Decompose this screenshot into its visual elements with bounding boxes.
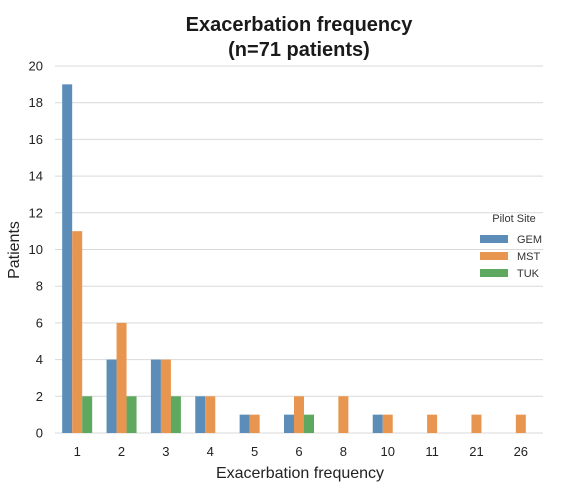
bar-mst: MST 4: 2 [205,396,216,433]
y-tick-label: 12 [29,205,43,220]
legend-swatch-mst [480,252,508,260]
x-tick-label: 2 [118,444,125,459]
bar-mst: MST 11: 1 [427,414,438,433]
y-tick-label: 10 [29,242,43,257]
bar-mst: MST 1: 11 [72,231,83,433]
bar-gem: GEM 2: 4 [106,359,117,433]
bar-tuk: TUK 3: 2 [170,396,181,433]
bar-tuk: TUK 2: 2 [126,396,137,433]
bar-mst: MST 26: 1 [515,414,526,433]
bar-gem: GEM 1: 19 [62,84,73,433]
y-axis-ticks: 0 2 4 6 8 10 12 14 16 18 20 [29,59,43,441]
x-tick-label: 26 [514,444,528,459]
y-tick-label: 6 [36,315,43,330]
x-tick-label: 5 [251,444,258,459]
bar-mst: MST 21: 1 [471,414,482,433]
y-tick-label: 2 [36,389,43,404]
x-axis-label: Exacerbation frequency [216,465,384,482]
legend-swatch-tuk [480,269,508,277]
y-tick-label: 18 [29,95,43,110]
bar-mst: MST 6: 2 [294,396,304,433]
bar-mst: MST 8: 2 [338,396,349,433]
bar-mst: MST 10: 1 [382,414,393,433]
y-tick-label: 8 [36,279,43,294]
grid-lines [55,65,543,434]
chart-title-line-1: Exacerbation frequency [186,14,414,36]
x-tick-label: 10 [380,444,394,459]
bar-mst: MST 3: 4 [160,359,171,433]
chart-title-line-2: (n=71 patients) [228,39,370,61]
bar-tuk: TUK 1: 2 [82,396,93,433]
y-axis-label: Patients [6,221,23,279]
bar-gem: GEM 4: 2 [195,396,206,433]
bar-tuk: TUK 6: 1 [304,414,314,433]
bar-mst: MST 5: 1 [249,414,260,433]
legend-swatch-gem [480,235,508,243]
bar-gem: GEM 10: 1 [372,414,383,433]
bars: GEM 1: 19MST 1: 11TUK 1: 2 GEM 2: 4MST 2:… [62,84,526,433]
bar-gem: GEM 3: 4 [150,359,161,433]
legend: Pilot Site GEM MST TUK [480,213,542,280]
y-tick-label: 4 [36,352,43,367]
y-tick-label: 0 [36,426,43,441]
y-tick-label: 20 [29,59,43,74]
x-tick-label: 11 [425,444,439,459]
bar-gem: GEM 6: 1 [284,414,294,433]
bar-mst: MST 2: 6 [116,322,127,433]
x-tick-label: 6 [295,444,302,459]
y-tick-label: 14 [29,169,43,184]
x-tick-label: 1 [74,444,81,459]
bar-gem: GEM 5: 1 [239,414,250,433]
legend-label-tuk: TUK [517,268,540,280]
x-tick-label: 3 [162,444,169,459]
legend-label-gem: GEM [517,234,542,246]
y-tick-label: 16 [29,132,43,147]
legend-label-mst: MST [517,251,541,263]
x-tick-label: 4 [207,444,214,459]
x-axis-ticks: 1 2 3 4 5 6 8 10 11 21 26 [74,444,528,459]
x-tick-label: 8 [340,444,347,459]
x-tick-label: 21 [469,444,483,459]
legend-title: Pilot Site [492,213,535,225]
